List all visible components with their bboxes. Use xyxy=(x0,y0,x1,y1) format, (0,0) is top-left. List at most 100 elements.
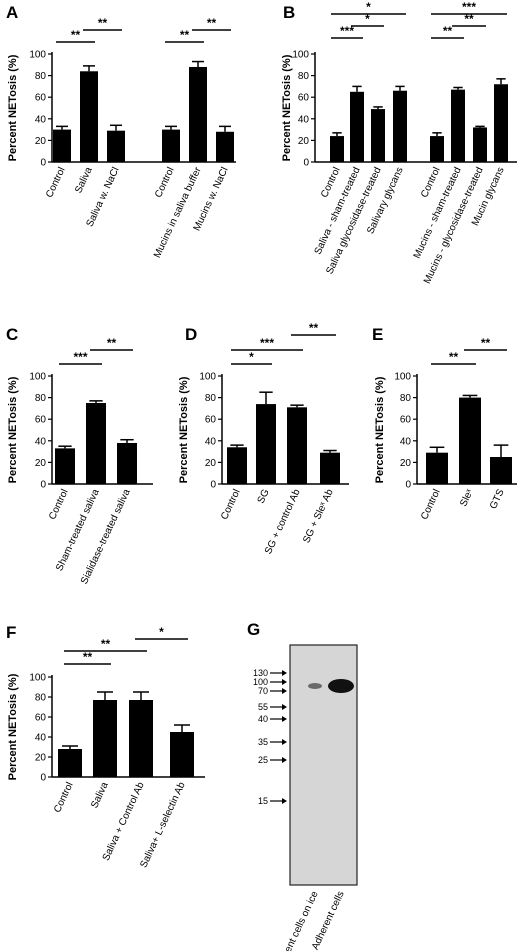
y-tick-label: 100 xyxy=(29,372,46,383)
bar xyxy=(162,129,180,162)
marker-label: 55 xyxy=(258,702,268,712)
marker-arrowhead xyxy=(282,704,287,710)
x-category-label: Saliva + Control Ab xyxy=(101,780,147,862)
panel-label-g: G xyxy=(247,620,260,639)
significance-stars: ** xyxy=(180,28,190,42)
x-category-label: Control xyxy=(419,166,443,200)
y-tick-label: 20 xyxy=(35,136,47,147)
x-category-label: SG + Sleˣ Ab xyxy=(301,487,336,545)
y-tick-label: 20 xyxy=(205,458,217,469)
y-tick-label: 20 xyxy=(35,458,47,469)
y-tick-label: 0 xyxy=(40,158,46,169)
western-blot-panel: G 130 100 70 55 40 35 xyxy=(247,620,358,951)
x-category-label: Control xyxy=(52,781,76,815)
chart-panel-f: F Percent NETosis (%) 0 20 40 60 80 100 Control S… xyxy=(6,623,205,870)
y-tick-label: 60 xyxy=(205,415,217,426)
y-axis-label: Percent NETosis (%) xyxy=(374,376,386,483)
panel-label: F xyxy=(6,623,16,642)
bar xyxy=(426,452,448,484)
panel-label: E xyxy=(372,325,383,344)
y-tick-label: 20 xyxy=(35,753,47,764)
bar xyxy=(393,90,407,162)
y-tick-label: 100 xyxy=(29,50,46,61)
y-tick-label: 100 xyxy=(394,372,411,383)
marker-label: 130 xyxy=(253,668,268,678)
marker-35: 35 xyxy=(258,737,287,747)
y-tick-label: 80 xyxy=(205,393,217,404)
panel-label: C xyxy=(6,325,18,344)
y-tick-label: 80 xyxy=(35,393,47,404)
bar xyxy=(320,452,340,484)
bar xyxy=(494,84,508,162)
marker-label: 35 xyxy=(258,737,268,747)
y-tick-label: 0 xyxy=(210,480,216,491)
significance-stars: * xyxy=(366,0,371,14)
bar xyxy=(371,109,385,162)
significance-stars: ** xyxy=(449,350,459,364)
y-tick-label: 40 xyxy=(400,436,412,447)
blot-band-adherent xyxy=(328,679,354,693)
y-tick-label: 100 xyxy=(29,673,46,684)
x-category-label: Control xyxy=(419,488,443,522)
marker-arrowhead xyxy=(282,679,287,685)
bar xyxy=(58,749,82,777)
significance-stars: *** xyxy=(462,0,476,14)
bar xyxy=(86,403,106,484)
bar xyxy=(430,136,444,162)
x-category-label: Control xyxy=(44,166,68,200)
y-tick-label: 100 xyxy=(199,372,216,383)
x-category-label: Saliva+ L-selectin Ab xyxy=(138,780,188,869)
x-category-label: Control xyxy=(219,488,243,522)
y-tick-label: 80 xyxy=(298,71,310,82)
marker-15: 15 xyxy=(258,796,287,806)
marker-arrowhead xyxy=(282,716,287,722)
bar xyxy=(459,397,481,484)
bar xyxy=(189,66,207,162)
bar xyxy=(117,442,137,484)
y-tick-label: 60 xyxy=(35,93,47,104)
y-tick-label: 0 xyxy=(405,480,411,491)
significance-stars: ** xyxy=(83,650,93,664)
bar xyxy=(216,131,234,162)
y-tick-label: 80 xyxy=(400,393,412,404)
x-category-label: GTS xyxy=(488,487,507,511)
bar xyxy=(93,700,117,777)
significance-stars: ** xyxy=(481,336,491,350)
marker-arrowhead xyxy=(282,757,287,763)
marker-label: 25 xyxy=(258,755,268,765)
significance-stars: * xyxy=(365,12,370,26)
x-category-label: Saliva xyxy=(73,165,95,195)
significance-stars: ** xyxy=(443,24,453,38)
significance-stars: ** xyxy=(98,16,108,30)
y-tick-label: 80 xyxy=(35,71,47,82)
panel-label: D xyxy=(185,325,197,344)
y-axis-label: Percent NETosis (%) xyxy=(7,673,19,780)
significance-stars: * xyxy=(159,625,164,639)
marker-arrowhead xyxy=(282,798,287,804)
significance-stars: ** xyxy=(207,16,217,30)
significance-stars: *** xyxy=(260,336,274,350)
y-axis-label: Percent NETosis (%) xyxy=(281,54,293,161)
y-tick-label: 0 xyxy=(40,480,46,491)
marker-70: 70 xyxy=(258,686,287,696)
significance-stars: ** xyxy=(464,12,474,26)
y-tick-label: 0 xyxy=(303,158,309,169)
bar xyxy=(170,732,194,777)
marker-55: 55 xyxy=(258,702,287,712)
chart-panel-e: E Percent NETosis (%) 0 20 40 60 80 100 Control S… xyxy=(372,325,517,521)
bar xyxy=(107,130,125,162)
bar xyxy=(53,129,71,162)
marker-arrowhead xyxy=(282,688,287,694)
y-tick-label: 40 xyxy=(35,436,47,447)
significance-stars: ** xyxy=(107,336,117,350)
y-tick-label: 60 xyxy=(35,713,47,724)
significance-stars: ** xyxy=(71,28,81,42)
marker-label: 100 xyxy=(253,677,268,687)
marker-arrowhead xyxy=(282,670,287,676)
bar xyxy=(227,447,247,484)
marker-label: 70 xyxy=(258,686,268,696)
significance-stars: *** xyxy=(340,24,354,38)
x-category-label: Saliva xyxy=(89,780,111,810)
